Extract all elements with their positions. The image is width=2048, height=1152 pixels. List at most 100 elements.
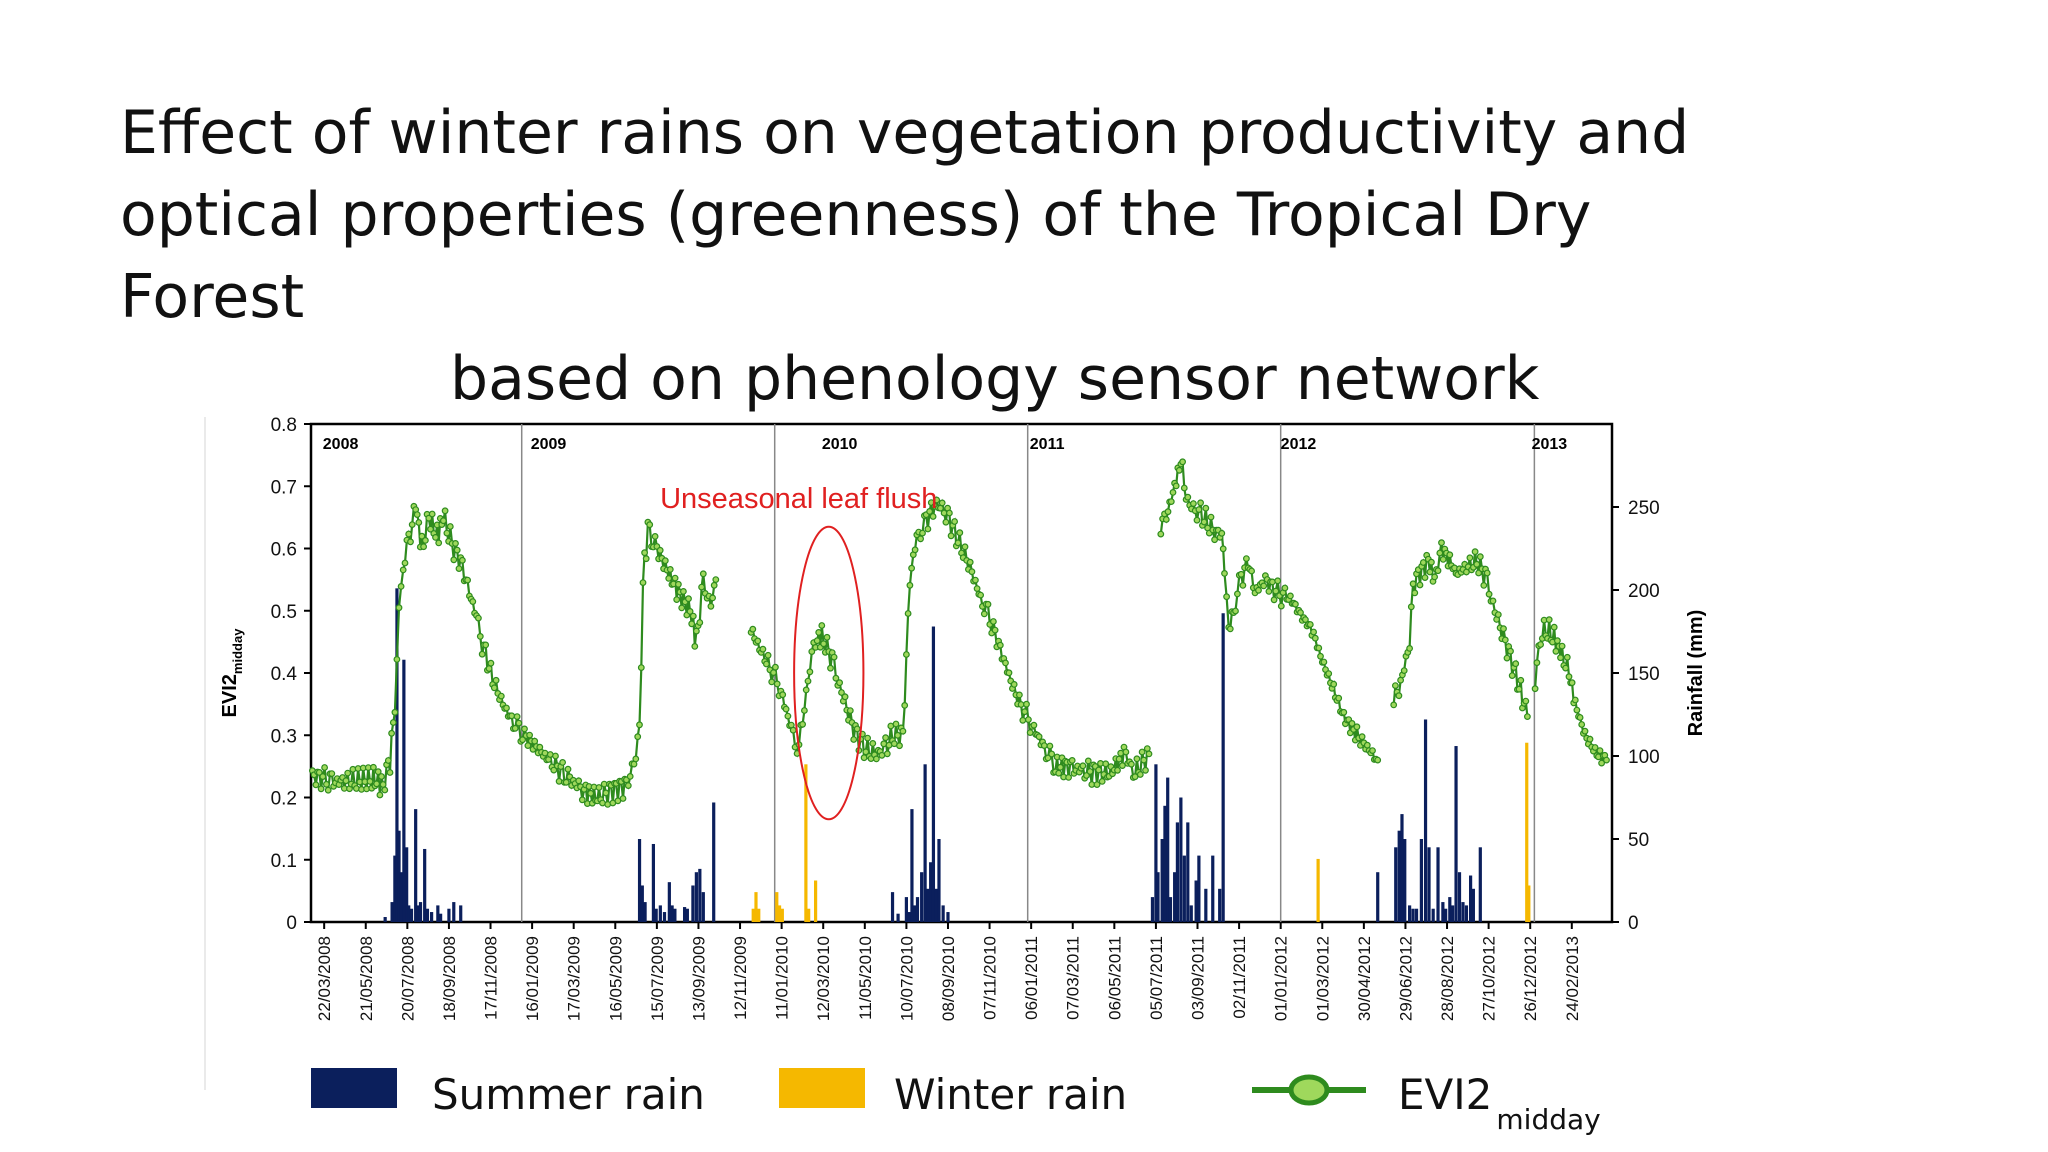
evi2-point: [1265, 588, 1273, 595]
evi2-point: [1281, 584, 1289, 592]
evi2-point: [1046, 742, 1054, 750]
evi2-point: [435, 539, 443, 547]
evi2-point: [1436, 549, 1444, 557]
evi2-point: [691, 643, 699, 650]
evi2-point: [1030, 721, 1038, 729]
evi2-point: [1055, 769, 1063, 777]
summer-rain-bar: [946, 912, 950, 922]
summer-rain-bar: [1394, 847, 1398, 922]
x-tick-label: 27/10/2012: [1480, 936, 1499, 1021]
summer-rain-bar: [926, 888, 930, 922]
summer-rain-bar: [670, 905, 674, 922]
evi2-point: [1411, 589, 1419, 597]
evi2-point: [401, 559, 409, 567]
y-tick-label-0.7: 0.7: [271, 477, 297, 498]
evi2-point: [1426, 568, 1434, 576]
evi2-point: [1537, 641, 1544, 648]
evi2-point: [321, 764, 329, 771]
evi2-point: [395, 604, 403, 612]
evi2-point: [386, 769, 394, 776]
summer-rain-bar: [1376, 872, 1380, 922]
evi2-point: [328, 770, 336, 777]
evi2-point: [397, 583, 405, 590]
summer-rain-bar: [694, 872, 698, 922]
evi2-point: [1406, 645, 1413, 652]
evi2-point: [1040, 742, 1048, 749]
summer-rain-bar: [1436, 847, 1440, 922]
evi2-point: [827, 664, 834, 672]
evi2-point: [1317, 652, 1324, 660]
evi2-point: [440, 517, 447, 525]
evi2-point: [1010, 681, 1018, 688]
summer-rain-bar: [402, 659, 406, 922]
summer-rain-bar: [1182, 855, 1186, 922]
evi2-point: [1083, 772, 1090, 779]
evi2-point: [415, 519, 423, 526]
winter-rain-bar: [751, 908, 755, 922]
evi2-point: [759, 645, 767, 653]
evi2-point: [564, 765, 572, 773]
evi2-point: [422, 537, 429, 544]
summer-rain-bar: [414, 809, 418, 922]
evi2-point: [428, 510, 436, 518]
evi2-point: [754, 637, 762, 645]
evi2-point: [1508, 672, 1516, 679]
evi2-point: [1315, 644, 1323, 652]
evi2-point: [1439, 556, 1447, 563]
evi2-point: [1340, 708, 1348, 716]
evi2-point: [389, 719, 397, 726]
evi2-point: [666, 566, 674, 573]
evi2-point: [446, 523, 454, 530]
evi2-point: [1202, 504, 1210, 512]
evi2-point: [1098, 778, 1106, 785]
evi2-point: [1211, 536, 1218, 544]
evi2-point: [407, 538, 414, 546]
evi2-point: [770, 669, 777, 676]
evi2-point: [1207, 513, 1215, 521]
evi2-point: [413, 511, 421, 518]
evi2-point: [381, 786, 389, 794]
summer-rain-bar: [393, 855, 397, 922]
evi2-point: [709, 594, 716, 602]
evi2-point: [475, 614, 482, 622]
evi2-point: [688, 620, 696, 628]
summer-rain-bar: [430, 912, 434, 922]
evi2-point: [418, 532, 426, 540]
summer-rain-bar: [1175, 822, 1180, 922]
evi2-point: [933, 496, 941, 504]
evi2-point: [1255, 586, 1262, 594]
summer-rain-bar: [915, 897, 920, 922]
evi2-point: [1353, 723, 1361, 731]
evi2-markers-3: [1157, 458, 1382, 764]
evi2-point: [632, 755, 640, 763]
evi2-point: [602, 789, 610, 797]
year-label-2008: 2008: [323, 436, 359, 453]
evi2-point: [1175, 466, 1183, 474]
evi2-point: [1473, 560, 1481, 568]
x-tick-label: 16/05/2009: [606, 936, 625, 1021]
evi2-point: [804, 677, 812, 685]
evi2-point: [1035, 733, 1043, 741]
evi2-point: [1558, 642, 1566, 650]
evi2-point: [559, 759, 566, 766]
evi2-point: [1419, 559, 1427, 566]
evi2-point: [696, 619, 704, 626]
evi2-point: [1127, 760, 1135, 768]
evi2-point: [427, 525, 434, 533]
evi2-point: [1024, 716, 1032, 723]
evi2-point: [782, 705, 790, 713]
winter-rain-bar: [1525, 742, 1529, 922]
summer-rain-bar: [1221, 613, 1225, 922]
summer-rain-bar: [637, 839, 642, 922]
evi2-point: [832, 674, 840, 682]
evi2-point: [707, 602, 715, 610]
year-label-2012: 2012: [1281, 436, 1317, 453]
evi2-point: [768, 678, 776, 686]
y-tick-label-0.3: 0.3: [271, 726, 297, 747]
evi2-point: [1223, 593, 1230, 601]
evi2-point: [1431, 573, 1438, 581]
x-tick-label: 26/12/2012: [1521, 936, 1540, 1021]
leaf-flush-ellipse: [793, 525, 865, 821]
summer-rain-bar: [920, 872, 924, 922]
summer-rain-bar: [923, 764, 927, 922]
